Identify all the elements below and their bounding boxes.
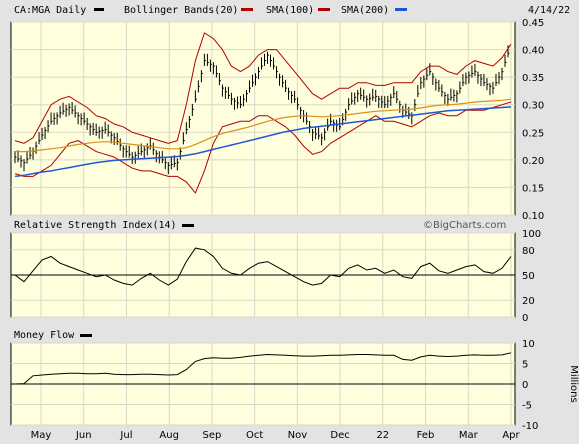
grid-lines: [11, 21, 515, 426]
x-tick-label: Oct: [246, 430, 263, 441]
x-tick-label: Jun: [75, 430, 92, 441]
money-flow-line: [14, 352, 512, 385]
x-tick-label: May: [31, 430, 52, 441]
x-tick-label: Nov: [288, 430, 308, 441]
rsi-y-tick-label: 80: [522, 246, 535, 257]
rsi-y-tick-label: 0: [522, 313, 528, 324]
legend-sma200-swatch: [395, 8, 407, 11]
rsi-y-tick-label: 20: [522, 296, 535, 307]
mf-y-tick-label: -5: [522, 401, 532, 412]
mf-y-tick-label: -10: [522, 421, 538, 432]
watermark: ©BigCharts.com: [423, 220, 506, 231]
mf-y-tick-label: 10: [522, 339, 535, 350]
x-tick-label: Jul: [119, 430, 132, 441]
legend-sma200-label: SMA(200): [341, 5, 389, 16]
legend-price-swatch: [94, 8, 104, 11]
legend-bollinger-swatch: [241, 8, 253, 11]
price-panel: [10, 21, 516, 216]
bollinger-lower-line: [14, 101, 512, 194]
x-tick-label: Apr: [502, 430, 520, 441]
axis-ticks: May Jun Jul Aug Sep Oct Nov Dec 22 Feb Mar Apr 0.45 0…: [31, 18, 545, 441]
money-flow-legend-swatch: [80, 334, 92, 337]
price-y-tick-label: 0.15: [522, 183, 544, 194]
sma200-line: [14, 106, 512, 178]
x-tick-label: 22: [376, 430, 389, 441]
price-y-tick-label: 0.30: [522, 101, 544, 112]
rsi-y-tick-label: 50: [522, 271, 535, 282]
x-tick-label: Sep: [202, 430, 221, 441]
date-label: 4/14/22: [528, 5, 570, 16]
rsi-line: [14, 247, 512, 286]
x-tick-label: Dec: [330, 430, 349, 441]
rsi-title: Relative Strength Index(14): [14, 220, 177, 231]
x-tick-label: Feb: [417, 430, 435, 441]
legend-sma100-swatch: [318, 8, 330, 11]
sma100-line: [15, 98, 512, 153]
legend-bollinger-label: Bollinger Bands(20): [124, 5, 238, 16]
x-tick-label: Aug: [159, 430, 179, 441]
mf-y-tick-label: 5: [522, 360, 528, 371]
price-y-tick-label: 0.45: [522, 18, 544, 29]
money-flow-title: Money Flow: [14, 330, 75, 341]
rsi-y-tick-label: 100: [522, 229, 541, 240]
rsi-legend-swatch: [182, 224, 194, 227]
price-bars: [14, 45, 510, 175]
money-flow-unit-label: Millions: [568, 365, 579, 402]
x-tick-label: Mar: [459, 430, 479, 441]
symbol-label: CA:MGA Daily: [14, 5, 86, 16]
price-y-tick-label: 0.25: [522, 128, 544, 139]
price-y-tick-label: 0.20: [522, 156, 544, 167]
price-y-tick-label: 0.10: [522, 211, 544, 222]
bollinger-upper-line: [14, 32, 512, 144]
price-y-tick-label: 0.35: [522, 73, 544, 84]
legend-sma100-label: SMA(100): [266, 5, 314, 16]
mf-y-tick-label: 0: [522, 380, 528, 391]
price-y-tick-label: 0.40: [522, 46, 544, 57]
